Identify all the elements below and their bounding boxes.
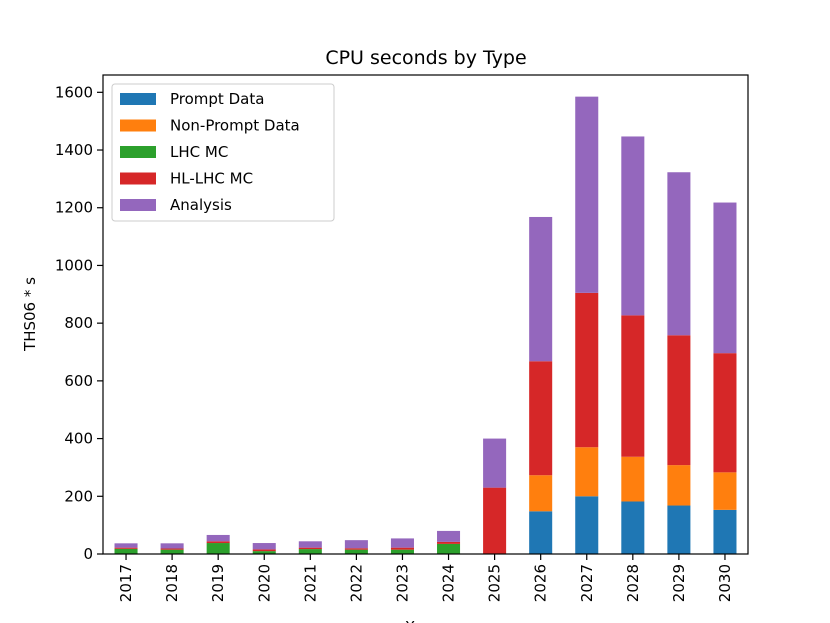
bar-2030-non-prompt-data bbox=[713, 472, 737, 510]
bar-2027-non-prompt-data bbox=[575, 447, 599, 497]
bar-2027-prompt-data bbox=[575, 496, 599, 554]
bar-2017-hl-lhc-mc bbox=[114, 547, 138, 549]
bar-2025-analysis bbox=[483, 438, 507, 488]
x-tick-label-2018: 2018 bbox=[163, 564, 181, 602]
legend-swatch-analysis bbox=[120, 199, 156, 211]
bar-2023-hl-lhc-mc bbox=[390, 547, 414, 550]
bar-2029-analysis bbox=[667, 172, 691, 336]
legend-swatch-hl-lhc-mc bbox=[120, 172, 156, 185]
bar-2030-prompt-data bbox=[713, 509, 737, 554]
bar-2017-lhc-mc bbox=[114, 548, 138, 554]
y-tick-label-400: 400 bbox=[64, 430, 93, 448]
bar-2022-lhc-mc bbox=[344, 549, 368, 554]
bar-2029-prompt-data bbox=[667, 505, 691, 554]
x-tick-label-2021: 2021 bbox=[301, 564, 319, 602]
y-tick-label-600: 600 bbox=[64, 372, 93, 390]
y-axis: 0 200 400 600 800 1000 1200 1400 1600 bbox=[55, 83, 103, 563]
x-tick-label-2028: 2028 bbox=[624, 564, 642, 602]
legend-label-non-prompt-data: Non-Prompt Data bbox=[170, 117, 300, 135]
x-axis-label: X bbox=[405, 618, 415, 623]
bar-2024-hl-lhc-mc bbox=[437, 541, 461, 544]
bar-2028-non-prompt-data bbox=[621, 456, 645, 502]
bar-2029-hl-lhc-mc bbox=[667, 335, 691, 466]
bar-2020-lhc-mc bbox=[252, 551, 276, 554]
chart-title: CPU seconds by Type bbox=[325, 47, 526, 69]
bar-2026-non-prompt-data bbox=[529, 475, 553, 512]
legend-swatch-non-prompt-data bbox=[120, 119, 156, 132]
legend-label-analysis: Analysis bbox=[170, 196, 232, 214]
y-tick-label-200: 200 bbox=[64, 487, 93, 505]
x-tick-label-2025: 2025 bbox=[486, 564, 504, 602]
y-tick-label-1600: 1600 bbox=[55, 83, 93, 101]
x-tick-label-2022: 2022 bbox=[347, 564, 365, 602]
y-tick-label-800: 800 bbox=[64, 314, 93, 332]
y-tick-label-1000: 1000 bbox=[55, 256, 93, 274]
bar-2018-lhc-mc bbox=[160, 549, 184, 554]
y-tick-label-1200: 1200 bbox=[55, 199, 93, 217]
bar-2029-non-prompt-data bbox=[667, 465, 691, 506]
legend-swatch-prompt-data bbox=[120, 93, 156, 105]
bar-2022-analysis bbox=[344, 540, 368, 549]
bar-2028-analysis bbox=[621, 136, 645, 316]
legend-label-hl-lhc-mc: HL-LHC MC bbox=[170, 170, 253, 188]
bar-2030-hl-lhc-mc bbox=[713, 353, 737, 473]
legend-box bbox=[111, 83, 335, 222]
x-tick-label-2027: 2027 bbox=[578, 564, 596, 602]
legend-label-prompt-data: Prompt Data bbox=[170, 90, 264, 108]
bar-2026-analysis bbox=[529, 216, 553, 362]
bar-2021-hl-lhc-mc bbox=[298, 547, 322, 550]
bar-2019-lhc-mc bbox=[206, 543, 230, 554]
x-tick-label-2029: 2029 bbox=[670, 564, 688, 602]
x-tick-label-2023: 2023 bbox=[393, 564, 411, 602]
bar-2023-lhc-mc bbox=[390, 549, 414, 554]
legend-label-lhc-mc: LHC MC bbox=[170, 143, 228, 161]
legend: Prompt Data Non-Prompt Data LHC MC HL-LHC M… bbox=[111, 83, 335, 222]
bar-2030-analysis bbox=[713, 202, 737, 354]
bar-2017-analysis bbox=[114, 543, 138, 548]
bar-2024-lhc-mc bbox=[437, 543, 461, 554]
bar-2028-hl-lhc-mc bbox=[621, 315, 645, 457]
bar-2026-hl-lhc-mc bbox=[529, 361, 553, 476]
x-tick-label-2024: 2024 bbox=[440, 564, 458, 602]
bar-2028-prompt-data bbox=[621, 501, 645, 554]
bars-layer bbox=[114, 96, 737, 554]
y-axis-label: THS06 * s bbox=[21, 277, 39, 352]
x-tick-label-2020: 2020 bbox=[255, 564, 273, 602]
bar-2020-hl-lhc-mc bbox=[252, 549, 276, 552]
plot-frame bbox=[102, 74, 749, 555]
x-axis: 2017 2018 2019 2020 2021 2022 2023 2024 2025 2026… bbox=[117, 554, 734, 602]
bar-2018-hl-lhc-mc bbox=[160, 548, 184, 550]
bar-2024-analysis bbox=[437, 530, 461, 542]
bar-2019-hl-lhc-mc bbox=[206, 541, 230, 544]
x-tick-label-2030: 2030 bbox=[716, 564, 734, 602]
bar-2022-hl-lhc-mc bbox=[344, 548, 368, 550]
bar-2026-prompt-data bbox=[529, 511, 553, 554]
bar-2020-analysis bbox=[252, 543, 276, 550]
x-tick-label-2019: 2019 bbox=[209, 564, 227, 602]
bar-2025-hl-lhc-mc bbox=[483, 487, 507, 554]
x-tick-label-2017: 2017 bbox=[117, 564, 135, 602]
bar-2019-analysis bbox=[206, 534, 230, 542]
y-tick-label-0: 0 bbox=[83, 545, 93, 563]
bar-2027-hl-lhc-mc bbox=[575, 292, 599, 448]
legend-swatch-lhc-mc bbox=[120, 146, 156, 158]
bar-2023-analysis bbox=[390, 538, 414, 548]
bar-2018-analysis bbox=[160, 543, 184, 549]
bar-2021-analysis bbox=[298, 541, 322, 548]
x-tick-label-2026: 2026 bbox=[532, 564, 550, 602]
bar-2021-lhc-mc bbox=[298, 549, 322, 554]
bar-2027-analysis bbox=[575, 96, 599, 293]
y-tick-label-1400: 1400 bbox=[55, 141, 93, 159]
